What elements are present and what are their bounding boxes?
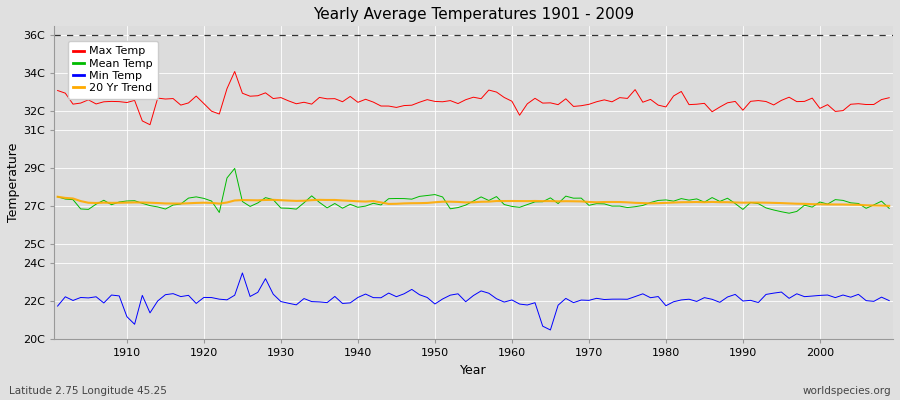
Y-axis label: Temperature: Temperature [7,143,20,222]
X-axis label: Year: Year [460,364,487,377]
Legend: Max Temp, Mean Temp, Min Temp, 20 Yr Trend: Max Temp, Mean Temp, Min Temp, 20 Yr Tre… [68,41,158,99]
Text: Latitude 2.75 Longitude 45.25: Latitude 2.75 Longitude 45.25 [9,386,166,396]
Text: worldspecies.org: worldspecies.org [803,386,891,396]
Title: Yearly Average Temperatures 1901 - 2009: Yearly Average Temperatures 1901 - 2009 [313,7,634,22]
